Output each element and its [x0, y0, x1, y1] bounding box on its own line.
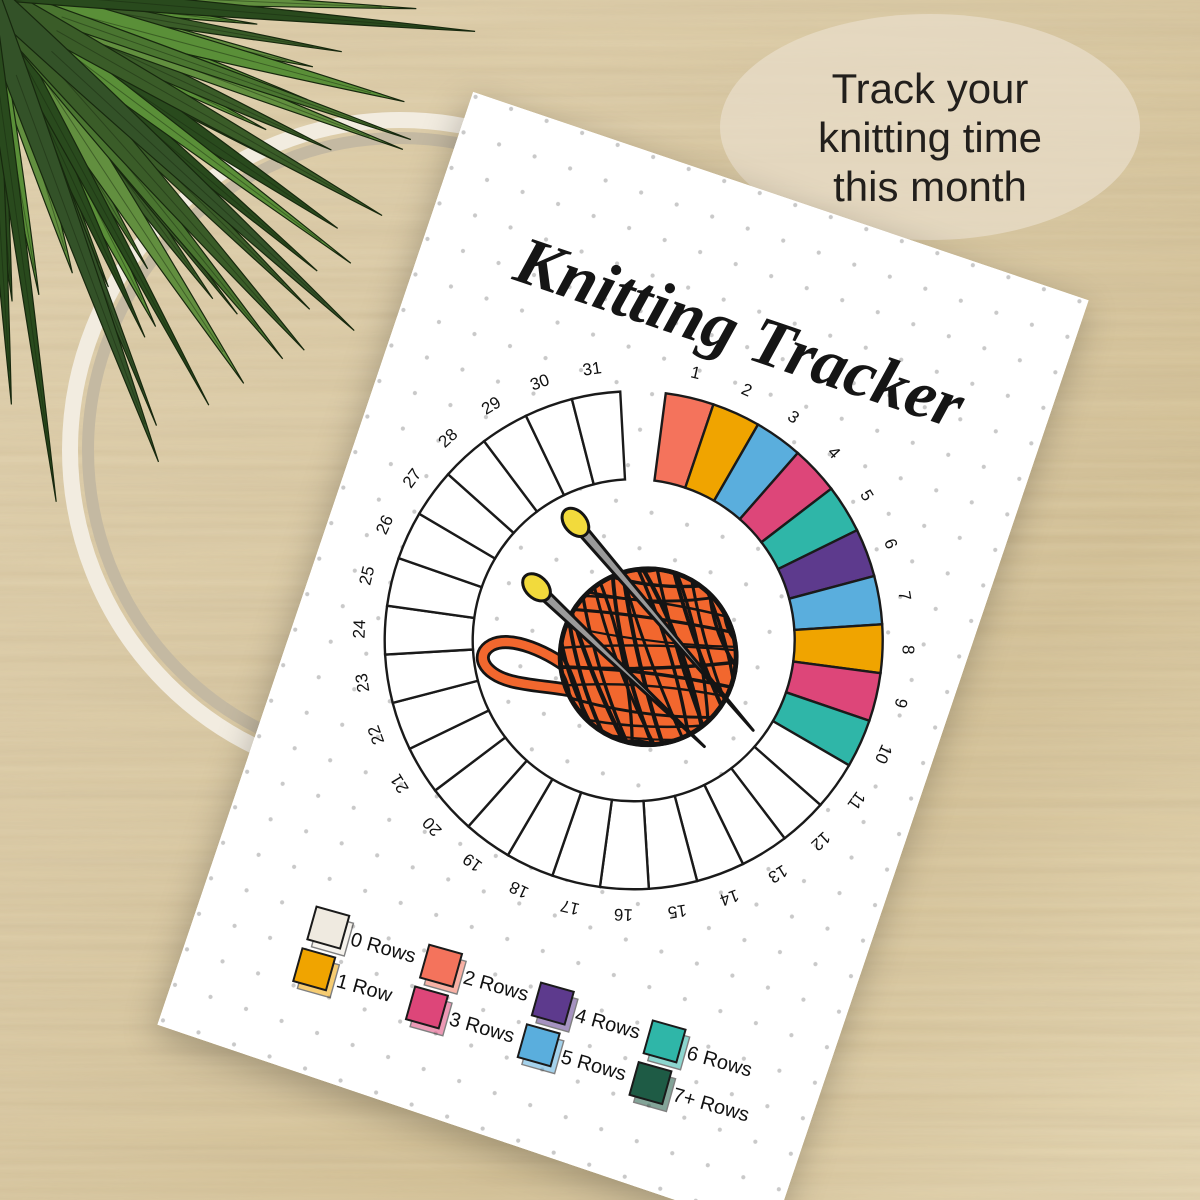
svg-text:16: 16 [614, 904, 634, 924]
svg-text:15: 15 [666, 900, 688, 922]
svg-text:24: 24 [350, 619, 370, 639]
svg-text:31: 31 [581, 358, 603, 380]
svg-text:8: 8 [898, 644, 917, 654]
svg-text:23: 23 [352, 672, 374, 694]
